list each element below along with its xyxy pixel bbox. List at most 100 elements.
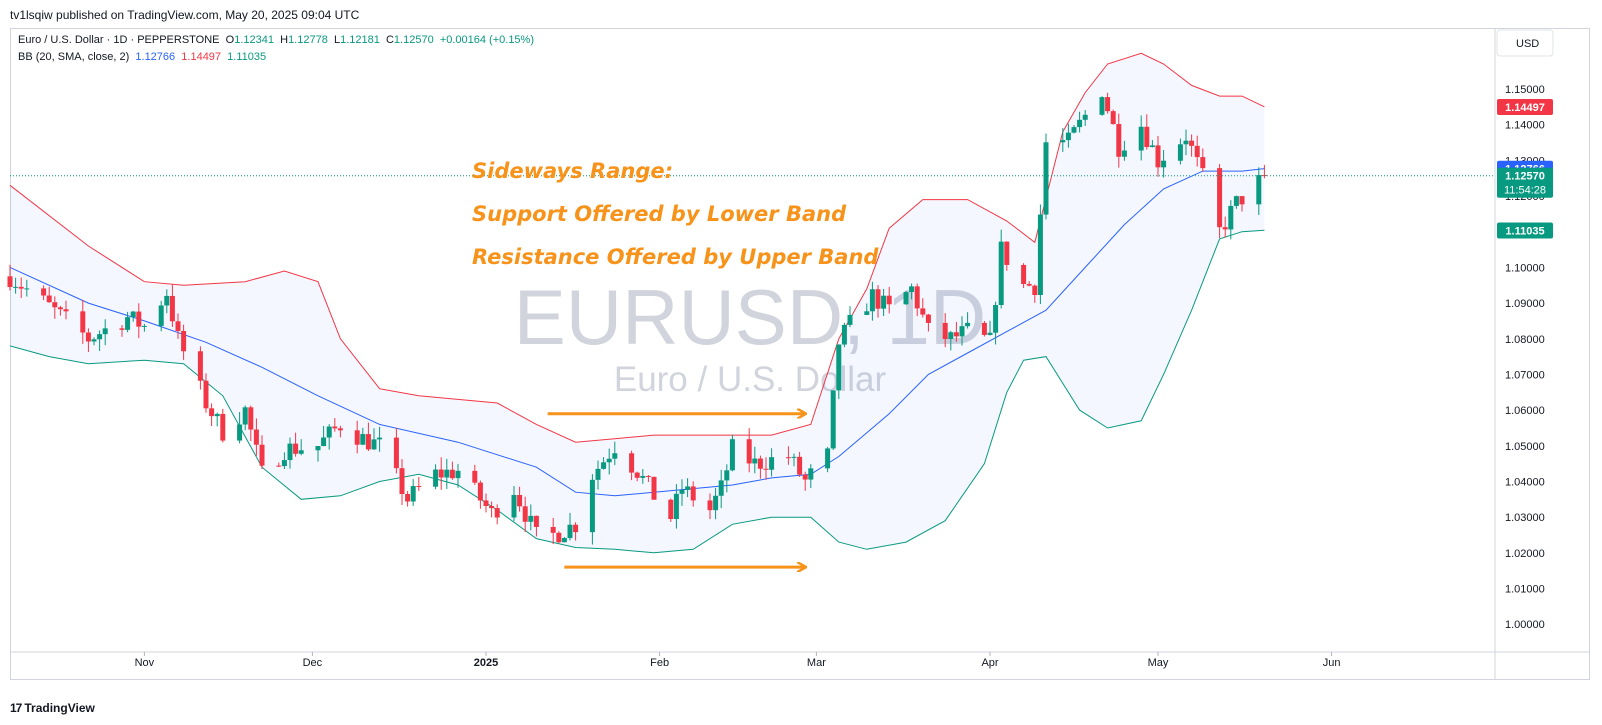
candle-body [326, 426, 332, 438]
candle-body [713, 495, 719, 511]
candle-body [903, 292, 909, 305]
time-axis-ticks: Nov Dec 2025 Feb Mar Apr May Jun [135, 652, 1340, 669]
candle-body [612, 453, 618, 459]
candle-body [315, 446, 321, 451]
candle-body [1217, 168, 1223, 228]
candle-body [724, 470, 730, 481]
candle-body [729, 439, 735, 471]
candle-body [175, 321, 181, 331]
candle-body [1194, 145, 1200, 158]
bb-legend[interactable]: BB (20, SMA, close, 2) 1.12766 1.14497 1… [18, 51, 266, 63]
annotation-line: Resistance Offered by Upper Band [472, 245, 879, 269]
candle-body [511, 494, 517, 518]
candle-body [909, 286, 915, 293]
currency-box[interactable] [1496, 29, 1554, 57]
candle-body [130, 311, 136, 318]
price-tick-label: 1.15000 [1505, 84, 1545, 96]
candle-body [556, 532, 562, 543]
price-label-text: 1.12570 [1505, 171, 1545, 183]
candle-body [298, 450, 304, 454]
candle-body [281, 460, 287, 467]
candle-body [214, 413, 220, 417]
candle-body [651, 476, 657, 500]
candle-body [209, 408, 215, 417]
candle-body [645, 475, 651, 477]
candle-body [46, 295, 52, 303]
candle-body [808, 468, 814, 480]
candle-body [595, 468, 601, 480]
high-label: H [280, 34, 289, 46]
candle-body [18, 286, 24, 289]
candle-body [847, 314, 853, 325]
candle-body [489, 505, 495, 509]
candle-body [1082, 114, 1088, 120]
price-tick-label: 1.09000 [1505, 298, 1545, 310]
candle-body [981, 322, 987, 335]
candle-body [561, 538, 567, 543]
candle-body [1155, 145, 1161, 168]
tradingview-logo[interactable]: 17 TradingView [10, 701, 95, 715]
candle-body [472, 470, 478, 483]
candles [7, 92, 1267, 545]
candle-body [953, 332, 959, 337]
candle-body [1161, 160, 1167, 168]
tradingview-logo-icon: 17 [10, 701, 22, 715]
bb-lower-value: 1.11035 [227, 51, 267, 63]
candle-body [1071, 127, 1077, 133]
candle-body [1189, 140, 1195, 146]
candle-body [57, 307, 63, 310]
candle-body [1177, 144, 1183, 161]
candle-body [1099, 97, 1105, 115]
axes: USD [10, 28, 1590, 680]
candle-body [785, 457, 791, 459]
candle-body [181, 330, 187, 352]
bb-label: BB (20, SMA, close, 2) [18, 51, 130, 63]
bb-basis-line [9, 168, 1265, 497]
candle-body [7, 276, 13, 288]
candle-body [337, 428, 343, 431]
candle-body [433, 469, 439, 487]
candle-body [1026, 283, 1032, 286]
annotation-line: Support Offered by Lower Band [472, 202, 847, 226]
open-value: 1.12341 [234, 34, 274, 46]
candle-body [97, 334, 103, 340]
candle-body [438, 469, 444, 478]
candle-body [752, 458, 758, 464]
time-tick-label: Apr [981, 657, 998, 669]
change-value: +0.00164 (+0.15%) [439, 34, 534, 46]
bb-basis-value: 1.12766 [135, 51, 176, 63]
price-tick-label: 1.02000 [1505, 548, 1545, 560]
candle-body [365, 434, 371, 450]
candle-body [1233, 196, 1239, 206]
candle-body [1043, 142, 1049, 215]
candle-body [920, 308, 926, 315]
candle-body [1116, 124, 1122, 157]
candle-body [483, 500, 489, 506]
candle-body [959, 326, 965, 337]
price-label-bg [1497, 98, 1553, 115]
candle-body [965, 322, 971, 327]
candle-body [791, 456, 797, 458]
watermark-symbol: EURUSD, 1D [514, 273, 986, 361]
candle-body [1200, 157, 1206, 169]
price-label-bg [1497, 222, 1553, 239]
bb-upper-value: 1.14497 [181, 51, 222, 63]
candle-body [197, 351, 203, 381]
candle-body [757, 458, 763, 469]
candle-body [136, 311, 142, 327]
candle-body [550, 526, 556, 533]
symbol-legend[interactable]: Euro / U.S. Dollar · 1D · PEPPERSTONE O1… [18, 34, 534, 46]
candle-body [494, 508, 500, 518]
time-tick-label: Mar [807, 657, 826, 669]
candle-body [1004, 241, 1010, 265]
candle-body [1037, 214, 1043, 295]
symbol-title: Euro / U.S. Dollar · 1D · PEPPERSTONE [18, 34, 220, 46]
candle-body [718, 480, 724, 496]
candle-body [685, 486, 691, 490]
time-tick-label: Nov [135, 657, 155, 669]
candle-body [449, 469, 455, 479]
candle-body [1060, 140, 1066, 143]
candle-body [869, 289, 875, 312]
